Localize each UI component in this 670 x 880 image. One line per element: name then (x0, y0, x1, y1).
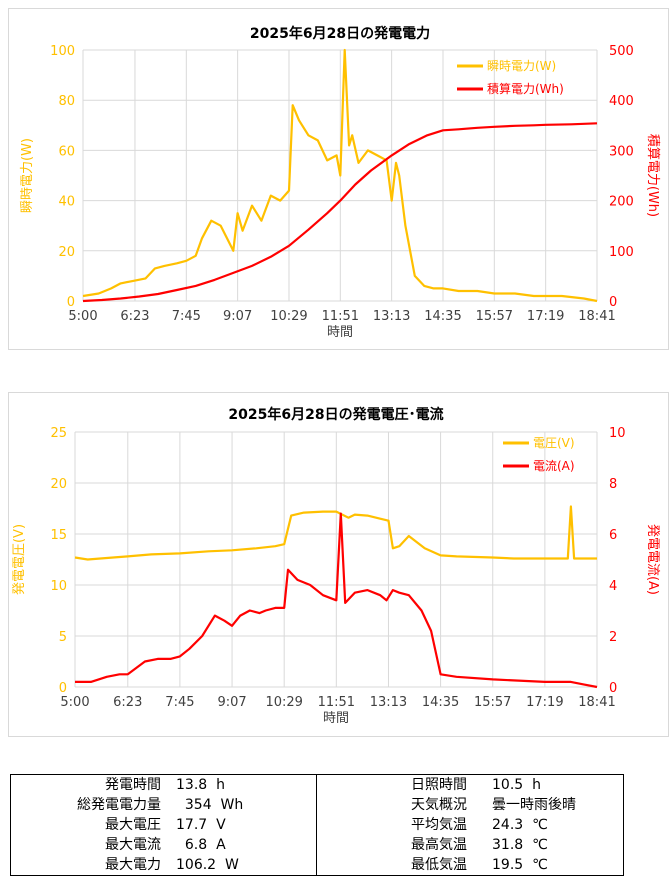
y-left-tick-label: 40 (58, 195, 75, 210)
y-right-tick-label: 6 (609, 528, 617, 543)
series-line-1 (82, 122, 598, 303)
y-left-tick-label: 25 (50, 426, 67, 441)
series-line-0 (82, 48, 598, 303)
x-tick-label: 6:23 (113, 695, 142, 710)
x-axis-label: 時間 (323, 711, 349, 726)
x-tick-label: 10:29 (265, 695, 302, 710)
summary-value: 曇一時雨後晴 (492, 797, 576, 813)
summary-row: 最大電圧 17.7 V (11, 815, 316, 835)
legend-label: 電圧(V) (533, 436, 575, 450)
summary-value: 106.2 W (176, 857, 239, 873)
x-tick-label: 18:41 (578, 695, 615, 710)
summary-row: 平均気温 24.3 ℃ (317, 815, 623, 835)
x-tick-label: 15:57 (474, 695, 511, 710)
x-tick-label: 6:23 (120, 309, 149, 324)
y-left-tick-label: 15 (50, 528, 67, 543)
chart-title: 2025年6月28日の発電電圧･電流 (228, 406, 443, 423)
x-tick-label: 9:07 (223, 309, 252, 324)
x-tick-label: 14:35 (424, 309, 461, 324)
y-left-tick-label: 0 (59, 681, 67, 696)
y-right-tick-label: 300 (609, 144, 634, 159)
y-left-tick-label: 20 (58, 245, 75, 260)
voltage-current-chart-panel: 2025年6月28日の発電電圧･電流 0 5 10 15 20 25 0 2 4 6 8 10 5:00 6… (8, 392, 669, 737)
y-left-axis-label: 発電電圧(V) (12, 524, 27, 595)
y-left-tick-label: 5 (59, 630, 67, 645)
x-tick-label: 13:13 (373, 309, 410, 324)
chart-title: 2025年6月28日の発電電力 (250, 25, 430, 42)
summary-label: 天気概況 (411, 797, 467, 813)
summary-value: 10.5 h (492, 777, 541, 793)
y-left-tick-label: 10 (50, 579, 67, 594)
summary-label: 平均気温 (411, 817, 467, 833)
y-right-axis-label: 積算電力(Wh) (645, 134, 660, 217)
summary-value: 24.3 ℃ (492, 817, 548, 833)
y-left-tick-label: 100 (50, 44, 75, 59)
summary-value: 31.8 ℃ (492, 837, 548, 853)
y-left-tick-label: 20 (50, 477, 67, 492)
voltage-current-chart: 2025年6月28日の発電電圧･電流 0 5 10 15 20 25 0 2 4 6 8 10 5:00 6… (12, 406, 660, 726)
summary-label: 最高気温 (411, 837, 467, 853)
legend-label: 積算電力(Wh) (487, 81, 564, 96)
power-chart-panel: 2025年6月28日の発電電力 0 20 40 60 80 100 0 100 200 300 400… (8, 8, 669, 350)
x-tick-label: 17:19 (526, 695, 563, 710)
y-right-tick-label: 0 (609, 681, 617, 696)
series-line-1 (75, 512, 598, 689)
summary-label: 最大電流 (105, 837, 161, 853)
summary-label: 最低気温 (411, 857, 467, 873)
summary-row: 最高気温 31.8 ℃ (317, 835, 623, 855)
y-right-tick-label: 100 (609, 245, 634, 260)
summary-row: 発電時間 13.8 h (11, 775, 316, 795)
summary-row: 最大電力 106.2 W (11, 855, 316, 875)
x-tick-label: 5:00 (68, 309, 97, 324)
summary-label: 日照時間 (411, 777, 467, 793)
y-right-tick-label: 10 (609, 426, 626, 441)
summary-value: 354 Wh (176, 797, 244, 813)
summary-value: 17.7 V (176, 817, 226, 833)
x-tick-label: 11:51 (318, 695, 355, 710)
y-left-axis-label: 瞬時電力(W) (20, 138, 35, 213)
summary-row: 日照時間 10.5 h (317, 775, 623, 795)
y-left-tick-label: 0 (67, 295, 75, 310)
summary-label: 発電時間 (105, 777, 161, 793)
summary-value: 13.8 h (176, 777, 225, 793)
x-tick-label: 13:13 (370, 695, 407, 710)
x-tick-label: 7:45 (172, 309, 201, 324)
y-right-tick-label: 500 (609, 44, 634, 59)
y-right-axis-label: 発電電流(A) (645, 524, 660, 595)
summary-row: 天気概況 曇一時雨後晴 (317, 795, 623, 815)
y-right-tick-label: 200 (609, 195, 634, 210)
summary-table: 発電時間 13.8 h 総発電電力量 354 Wh 最大電圧 17.7 V 最大… (10, 774, 624, 876)
y-right-tick-label: 2 (609, 630, 617, 645)
summary-label: 最大電力 (105, 857, 161, 873)
x-tick-label: 11:51 (322, 309, 359, 324)
series-line-0 (74, 505, 597, 561)
summary-value: 6.8 A (176, 837, 226, 853)
power-chart: 2025年6月28日の発電電力 0 20 40 60 80 100 0 100 200 300 400… (20, 25, 660, 340)
x-tick-label: 10:29 (270, 309, 307, 324)
x-tick-label: 5:00 (60, 695, 89, 710)
summary-right-column: 日照時間 10.5 h 天気概況 曇一時雨後晴 平均気温 24.3 ℃ 最高気温… (317, 775, 623, 875)
y-right-tick-label: 4 (609, 579, 617, 594)
summary-label: 総発電電力量 (77, 797, 161, 813)
x-tick-label: 15:57 (476, 309, 513, 324)
legend-label: 電流(A) (533, 459, 575, 473)
summary-left-column: 発電時間 13.8 h 総発電電力量 354 Wh 最大電圧 17.7 V 最大… (11, 775, 317, 875)
x-tick-label: 7:45 (165, 695, 194, 710)
x-axis-label: 時間 (327, 325, 353, 340)
y-right-tick-label: 0 (609, 295, 617, 310)
summary-value: 19.5 ℃ (492, 857, 548, 873)
y-left-tick-label: 60 (58, 144, 75, 159)
legend-label: 瞬時電力(W) (487, 59, 556, 73)
y-right-tick-label: 8 (609, 477, 617, 492)
x-tick-label: 14:35 (422, 695, 459, 710)
x-tick-label: 17:19 (527, 309, 564, 324)
x-tick-label: 18:41 (578, 309, 615, 324)
y-left-tick-label: 80 (58, 94, 75, 109)
y-right-tick-label: 400 (609, 94, 634, 109)
summary-row: 総発電電力量 354 Wh (11, 795, 316, 815)
summary-row: 最低気温 19.5 ℃ (317, 855, 623, 875)
x-tick-label: 9:07 (217, 695, 246, 710)
summary-label: 最大電圧 (105, 817, 161, 833)
summary-row: 最大電流 6.8 A (11, 835, 316, 855)
